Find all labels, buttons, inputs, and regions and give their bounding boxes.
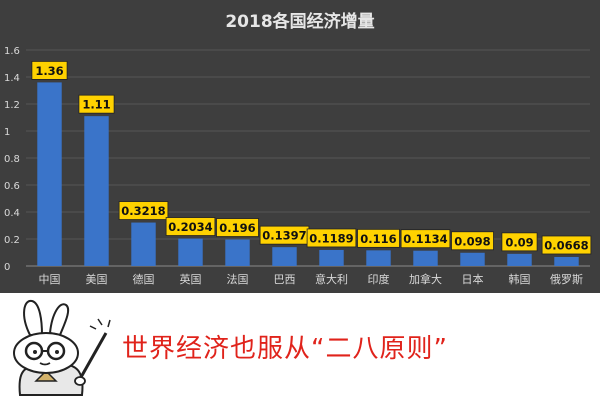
bar	[131, 222, 156, 266]
data-label: 0.3218	[121, 204, 165, 218]
x-tick-label: 印度	[368, 272, 390, 286]
bars	[37, 82, 579, 267]
bar-chart: 2018各国经济增量 00.20.40.60.811.21.41.6 1.361…	[4, 11, 592, 286]
y-tick-label: 1.4	[4, 73, 20, 84]
y-tick-label: 0.4	[4, 208, 20, 219]
data-label-box	[451, 231, 494, 251]
bar	[366, 250, 391, 266]
x-tick-label: 意大利	[315, 272, 348, 286]
data-label: 0.196	[219, 221, 255, 235]
data-label-box	[78, 94, 115, 114]
caption-text: 世界经济也服从“二八原则”	[122, 334, 448, 364]
rabbit-mascot-icon	[13, 299, 111, 396]
bar	[84, 116, 109, 267]
x-tick-label: 加拿大	[409, 272, 442, 286]
data-label-box	[541, 235, 592, 255]
bar	[178, 238, 203, 266]
x-axis: 中国 美国 德国 英国 法国 巴西 意大利 印度 加拿大 日本 韩国 俄罗斯	[39, 272, 584, 286]
y-tick-label: 0.2	[4, 235, 20, 246]
data-label: 0.09	[505, 235, 533, 249]
data-label-box	[400, 229, 451, 249]
data-label: 0.2034	[168, 220, 212, 234]
data-label: 0.1189	[309, 231, 353, 245]
data-label: 1.11	[82, 98, 110, 112]
bar	[554, 256, 579, 266]
x-tick-label: 德国	[133, 272, 155, 286]
data-label: 0.098	[454, 234, 490, 248]
x-tick-label: 法国	[227, 272, 249, 286]
chart-title: 2018各国经济增量	[225, 11, 374, 32]
data-label-box	[501, 232, 538, 252]
x-tick-label: 俄罗斯	[550, 273, 583, 286]
data-label: 0.1134	[403, 232, 447, 246]
bar	[37, 82, 62, 267]
x-tick-label: 英国	[180, 272, 202, 286]
data-label-box	[216, 218, 259, 237]
x-tick-label: 日本	[462, 272, 484, 286]
x-tick-label: 韩国	[509, 272, 531, 286]
bar	[225, 239, 250, 266]
bar	[413, 250, 438, 266]
bar	[319, 249, 344, 266]
data-label: 0.116	[360, 232, 396, 246]
y-tick-label: 0.6	[4, 181, 20, 192]
data-label: 0.1397	[262, 229, 306, 243]
data-label-box	[357, 228, 400, 248]
data-label-box	[31, 61, 68, 80]
y-tick-label: 1.6	[4, 46, 20, 57]
bar	[507, 253, 532, 266]
data-label-box	[118, 201, 169, 220]
x-tick-label: 美国	[86, 273, 108, 286]
y-tick-label: 1	[4, 127, 10, 138]
data-label: 0.0668	[544, 238, 588, 252]
y-tick-label: 1.2	[4, 100, 20, 111]
x-tick-label: 巴西	[274, 273, 296, 286]
data-label: 1.36	[35, 64, 63, 78]
data-label-box	[165, 217, 216, 236]
y-tick-label: 0.8	[4, 154, 20, 165]
bar	[460, 252, 485, 266]
y-axis: 0 0.2 0.4 0.6 0.8 1 1.2 1.4 1.6	[4, 46, 20, 273]
bar	[272, 247, 297, 266]
y-tick-label: 0	[4, 262, 10, 273]
x-tick-label: 中国	[39, 273, 61, 286]
data-label-box	[306, 228, 357, 248]
